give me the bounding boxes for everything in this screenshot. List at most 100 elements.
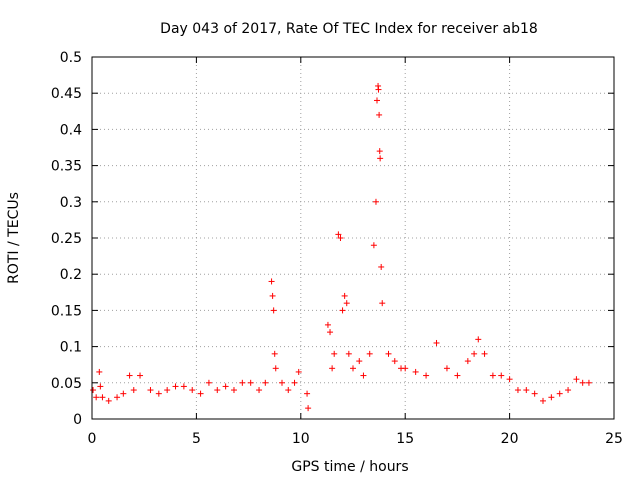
data-point: [412, 368, 419, 375]
data-point: [164, 387, 171, 394]
data-point: [262, 379, 269, 386]
y-tick-label: 0.45: [51, 86, 82, 102]
data-point: [523, 387, 530, 394]
data-point: [256, 387, 263, 394]
data-point: [370, 242, 377, 249]
chart-title: Day 043 of 2017, Rate Of TEC Index for r…: [160, 21, 538, 37]
y-axis-label: ROTI / TECUs: [6, 192, 22, 284]
data-point: [304, 390, 311, 397]
x-axis-label: GPS time / hours: [291, 459, 408, 475]
data-point: [126, 372, 133, 379]
data-point: [443, 365, 450, 372]
y-tick-label: 0: [73, 412, 82, 428]
data-point: [360, 372, 367, 379]
data-point: [556, 390, 563, 397]
data-point: [423, 372, 430, 379]
data-point: [291, 379, 298, 386]
data-point: [279, 379, 286, 386]
data-point: [391, 358, 398, 365]
plot-frame: [91, 56, 615, 420]
data-point: [324, 321, 331, 328]
data-point: [295, 368, 302, 375]
y-tick-label: 0.35: [51, 159, 82, 175]
data-points: [90, 82, 592, 412]
data-point: [514, 387, 521, 394]
data-point: [180, 383, 187, 390]
data-point: [214, 387, 221, 394]
data-point: [93, 394, 100, 401]
y-tick-label: 0.5: [60, 50, 82, 66]
grid-lines: [92, 57, 614, 419]
data-point: [385, 350, 392, 357]
data-point: [402, 365, 409, 372]
y-tick-label: 0.15: [51, 303, 82, 319]
y-tick-label: 0.4: [60, 122, 82, 138]
data-point: [327, 329, 334, 336]
data-point: [471, 350, 478, 357]
data-point: [247, 379, 254, 386]
data-point: [573, 376, 580, 383]
data-point: [130, 387, 137, 394]
data-point: [540, 397, 547, 404]
data-point: [305, 405, 312, 412]
y-tick-label: 0.25: [51, 231, 82, 247]
data-point: [377, 155, 384, 162]
data-point: [272, 365, 279, 372]
data-point: [548, 394, 555, 401]
data-point: [137, 372, 144, 379]
x-tick-label: 5: [192, 431, 201, 447]
data-point: [222, 383, 229, 390]
data-point: [374, 97, 381, 104]
data-point: [230, 387, 237, 394]
data-point: [205, 379, 212, 386]
data-point: [343, 300, 350, 307]
y-tick-label: 0.3: [60, 195, 82, 211]
data-point: [585, 379, 592, 386]
data-point: [454, 372, 461, 379]
y-tick-label: 0.1: [60, 340, 82, 356]
data-point: [197, 390, 204, 397]
data-point: [270, 307, 277, 314]
data-point: [97, 383, 104, 390]
x-tick-label: 10: [292, 431, 310, 447]
data-point: [189, 387, 196, 394]
data-point: [90, 387, 97, 394]
data-point: [105, 397, 112, 404]
data-point: [481, 350, 488, 357]
y-tick-labels: 0 0.05 0.1 0.15 0.2 0.25 0.3 0.35 0.4 0.45 0.5: [51, 50, 82, 428]
data-point: [155, 390, 162, 397]
y-tick-label: 0.2: [60, 267, 82, 283]
data-point: [337, 235, 344, 241]
data-point: [464, 358, 471, 365]
data-point: [329, 365, 336, 372]
data-point: [531, 390, 538, 397]
x-tick-label: 25: [605, 431, 623, 447]
data-point: [565, 387, 572, 394]
data-point: [579, 379, 586, 386]
data-point: [375, 86, 382, 93]
data-point: [341, 292, 348, 299]
data-point: [339, 307, 346, 314]
data-point: [475, 336, 482, 343]
data-point: [285, 387, 292, 394]
data-point: [271, 350, 278, 357]
data-point: [506, 376, 513, 383]
data-point: [268, 278, 275, 285]
data-point: [172, 383, 179, 390]
x-tick-label: 20: [501, 431, 519, 447]
data-point: [366, 350, 373, 357]
data-point: [433, 339, 440, 346]
data-point: [96, 368, 103, 375]
data-point: [147, 387, 154, 394]
data-point: [99, 394, 106, 401]
x-tick-label: 15: [396, 431, 414, 447]
data-point: [356, 358, 363, 365]
data-point: [269, 292, 276, 299]
x-tick-label: 0: [88, 431, 97, 447]
data-point: [335, 231, 342, 238]
data-point: [350, 365, 356, 372]
data-point: [489, 372, 496, 379]
data-point: [498, 372, 505, 379]
data-point: [376, 111, 383, 118]
data-point: [239, 379, 246, 386]
